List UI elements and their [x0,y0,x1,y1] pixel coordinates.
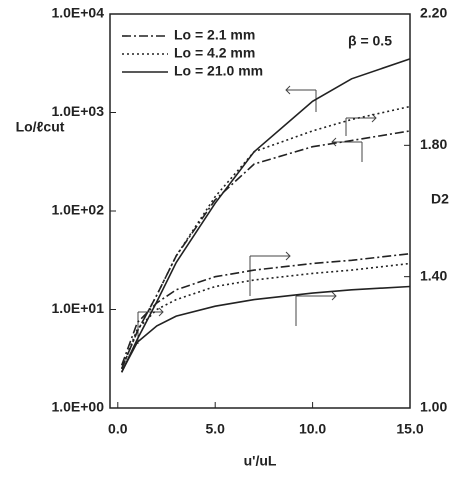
arrow [249,251,291,296]
y-tick-label: 1.0E+03 [51,103,104,119]
arrow [285,85,317,112]
arrows [137,85,377,344]
y2-tick-label: 1.40 [420,267,447,283]
legend-label: Lo = 2.1 mm [174,27,255,43]
x-tick-label: 10.0 [299,421,326,437]
y-tick-label: 1.0E+01 [51,300,104,316]
y2-tick-label: 2.20 [420,5,447,21]
arrow [295,291,337,326]
y2-tick-label: 1.80 [420,136,447,152]
y-axis-label: Lo/ℓcut [16,119,65,135]
series-line [120,130,411,370]
series-line [120,105,411,370]
x-tick-label: 15.0 [396,421,423,437]
x-tick-label: 0.0 [108,421,128,437]
y-tick-label: 1.0E+02 [51,202,104,218]
x-axis-label: u'/uL [244,453,277,469]
arrow [345,113,377,136]
series-line [120,262,411,369]
y-tick-label: 1.0E+00 [51,399,104,415]
x-tick-label: 5.0 [205,421,225,437]
y2-tick-label: 1.00 [420,399,447,415]
y-tick-label: 1.0E+04 [51,5,104,21]
legend-label: Lo = 4.2 mm [174,45,255,61]
series-line [120,252,411,366]
series-line [120,58,411,373]
y2-axis-label: D2 [431,191,449,207]
legend-label: Lo = 21.0 mm [174,63,263,79]
series-line [120,285,411,373]
annotation: β = 0.5 [348,33,392,49]
